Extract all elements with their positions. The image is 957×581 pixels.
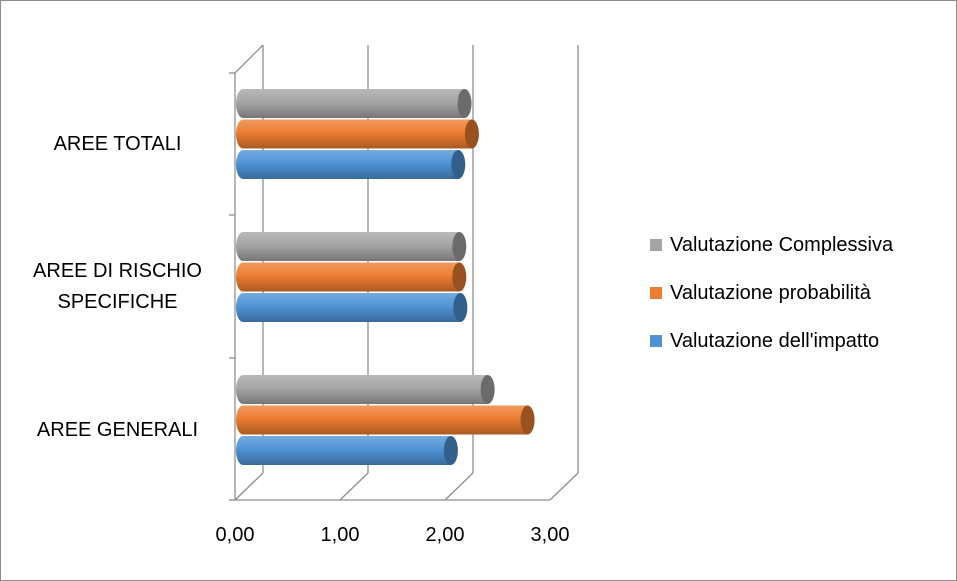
bar-end-cap	[451, 150, 466, 179]
bar-base-cap	[236, 293, 250, 322]
category-label-line: AREE DI RISCHIO	[33, 260, 202, 282]
category-label: AREE GENERALI	[10, 415, 225, 446]
bar-end-cap	[457, 89, 472, 118]
bar-base-cap	[236, 119, 250, 149]
legend-swatch	[650, 335, 662, 347]
bar	[243, 150, 459, 179]
bar-base-cap	[236, 232, 250, 261]
bar-end-cap	[464, 119, 479, 149]
x-tick-label: 0,00	[215, 524, 255, 546]
side-wall-top-edge	[234, 44, 264, 74]
bar	[243, 262, 460, 292]
category-label: AREE TOTALI	[10, 129, 225, 160]
legend-label: Valutazione probabilità	[670, 282, 871, 304]
category-label-line: SPECIFICHE	[57, 291, 178, 313]
bar-end-cap	[520, 405, 535, 435]
floor-gridline	[549, 472, 579, 501]
bar	[243, 293, 461, 322]
bar-base-cap	[236, 405, 250, 435]
category-label: AREE DI RISCHIO SPECIFICHE	[10, 256, 225, 318]
bar-base-cap	[236, 375, 250, 404]
bar-base-cap	[236, 436, 250, 465]
bar-end-cap	[452, 232, 467, 261]
bar	[243, 405, 528, 435]
bar-end-cap	[452, 262, 467, 292]
bar-end-cap	[443, 436, 458, 465]
floor-gridline	[234, 472, 264, 501]
floor-gridline	[444, 472, 474, 501]
legend-item: Valutazione probabilità	[650, 280, 871, 306]
bar-base-cap	[236, 150, 250, 179]
floor-gridline	[339, 472, 369, 501]
x-tick-label: 2,00	[425, 524, 465, 546]
bar-base-cap	[236, 89, 250, 118]
x-tick-label: 1,00	[320, 524, 360, 546]
bar	[243, 232, 460, 261]
legend-swatch	[650, 287, 662, 299]
bar-base-cap	[236, 262, 250, 292]
x-tick-label: 3,00	[530, 524, 570, 546]
legend-label: Valutazione Complessiva	[670, 234, 894, 256]
bar-end-cap	[453, 293, 468, 322]
bar	[243, 89, 465, 118]
category-label-line: AREE TOTALI	[53, 132, 182, 155]
legend-item: Valutazione dell'impatto	[650, 328, 879, 354]
bar-end-cap	[480, 375, 495, 404]
bar	[243, 375, 488, 404]
bar	[243, 119, 472, 149]
legend-label: Valutazione dell'impatto	[670, 330, 880, 352]
legend-item: Valutazione Complessiva	[650, 232, 893, 258]
bar	[243, 436, 451, 465]
category-label-line: AREE GENERALI	[36, 418, 199, 441]
legend-swatch	[650, 239, 662, 251]
